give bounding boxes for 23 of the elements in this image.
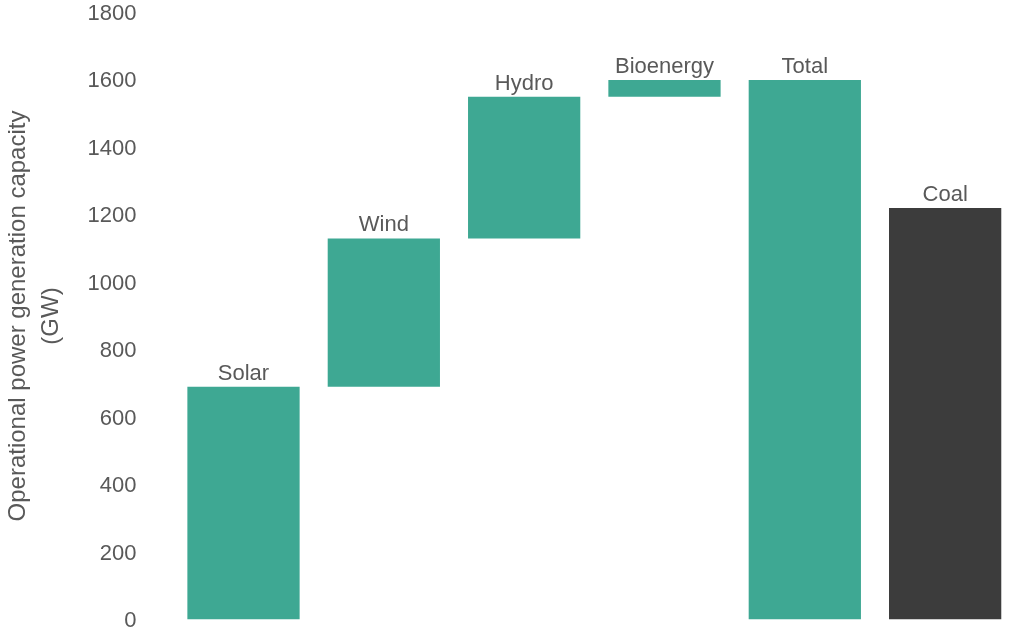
x-tick-label: Total <box>781 52 829 78</box>
bar <box>748 79 861 620</box>
bar <box>889 208 1002 620</box>
x-tick-label: Wind <box>358 211 409 237</box>
y-tick-label: 1400 <box>87 134 137 160</box>
bar <box>187 386 300 620</box>
x-tick-label: Solar <box>217 359 270 385</box>
y-tick-label: 800 <box>99 337 137 363</box>
bar <box>608 79 721 97</box>
y-tick-label: 600 <box>99 404 137 430</box>
y-tick-label: 1200 <box>87 202 137 228</box>
x-tick-label: Hydro <box>494 69 554 95</box>
y-tick-label: 1600 <box>87 67 137 93</box>
y-tick-label: 1000 <box>87 269 137 295</box>
bar <box>468 96 581 239</box>
y-tick-label: 1800 <box>87 0 137 25</box>
bar <box>327 238 440 387</box>
y-axis-title: Operational power generation capacity (GW) <box>3 110 63 522</box>
y-tick-label: 200 <box>99 539 137 565</box>
x-tick-label: Bioenergy <box>614 52 715 78</box>
y-tick-label: 0 <box>124 607 137 632</box>
y-tick-label: 400 <box>99 472 137 498</box>
x-tick-label: Coal <box>922 181 968 207</box>
